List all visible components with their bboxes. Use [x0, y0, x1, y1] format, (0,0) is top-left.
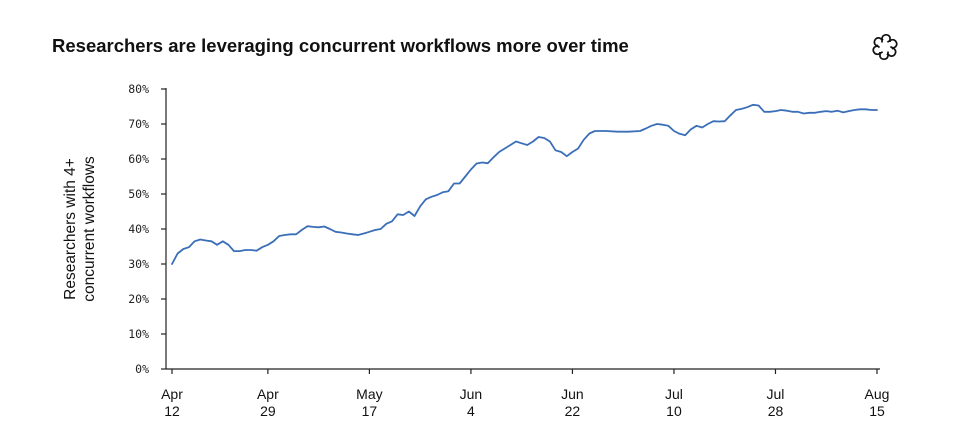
chart-title: Researchers are leveraging concurrent wo…	[52, 35, 629, 56]
x-tick-label: Jun 22	[561, 386, 584, 419]
chart-axes	[165, 88, 880, 370]
x-tick-label: Jul 10	[665, 386, 683, 419]
series-group	[171, 103, 878, 265]
x-tick-label: Apr 29	[257, 386, 279, 419]
x-tick-label-line: 22	[565, 403, 581, 419]
y-tick-label: 30%	[128, 257, 149, 271]
x-tick-label-line: Jul	[767, 386, 785, 402]
x-tick-label: May 17	[356, 386, 382, 419]
y-tick-label: 0%	[135, 362, 149, 376]
y-tick-label: 20%	[128, 292, 149, 306]
x-tick-label: Apr 12	[161, 386, 183, 419]
y-tick-label: 80%	[128, 82, 149, 96]
y-tick-label: 70%	[128, 117, 149, 131]
x-tick-label-line: 17	[362, 403, 378, 419]
x-tick-label-line: 4	[467, 403, 475, 419]
y-tick-label: 60%	[128, 152, 149, 166]
series-line-0	[171, 103, 878, 265]
x-tick-label-line: Jun	[561, 386, 584, 402]
x-tick-label-line: Apr	[161, 386, 183, 402]
x-tick-label-line: 10	[666, 403, 682, 419]
x-tick-label-line: Aug	[865, 386, 890, 402]
x-tick-label: Jun 4	[460, 386, 483, 419]
x-tick-label-line: 28	[768, 403, 784, 419]
x-tick-label-line: 29	[260, 403, 276, 419]
y-tick-label: 10%	[128, 327, 149, 341]
x-tick-label-line: 15	[869, 403, 885, 419]
y-ticks: 0% 10% 20% 30% 40% 50% 60% 70% 80%	[128, 82, 166, 376]
x-tick-label-line: Apr	[257, 386, 279, 402]
x-tick-label: Jul 28	[767, 386, 785, 419]
x-tick-label-line: Jul	[665, 386, 683, 402]
y-tick-label: 50%	[128, 187, 149, 201]
x-tick-label-line: 12	[164, 403, 180, 419]
openai-logo-icon	[872, 33, 898, 61]
x-tick-label-line: Jun	[460, 386, 483, 402]
x-tick-label: Aug 15	[865, 386, 890, 419]
y-tick-label: 40%	[128, 222, 149, 236]
x-tick-label-line: May	[356, 386, 382, 402]
